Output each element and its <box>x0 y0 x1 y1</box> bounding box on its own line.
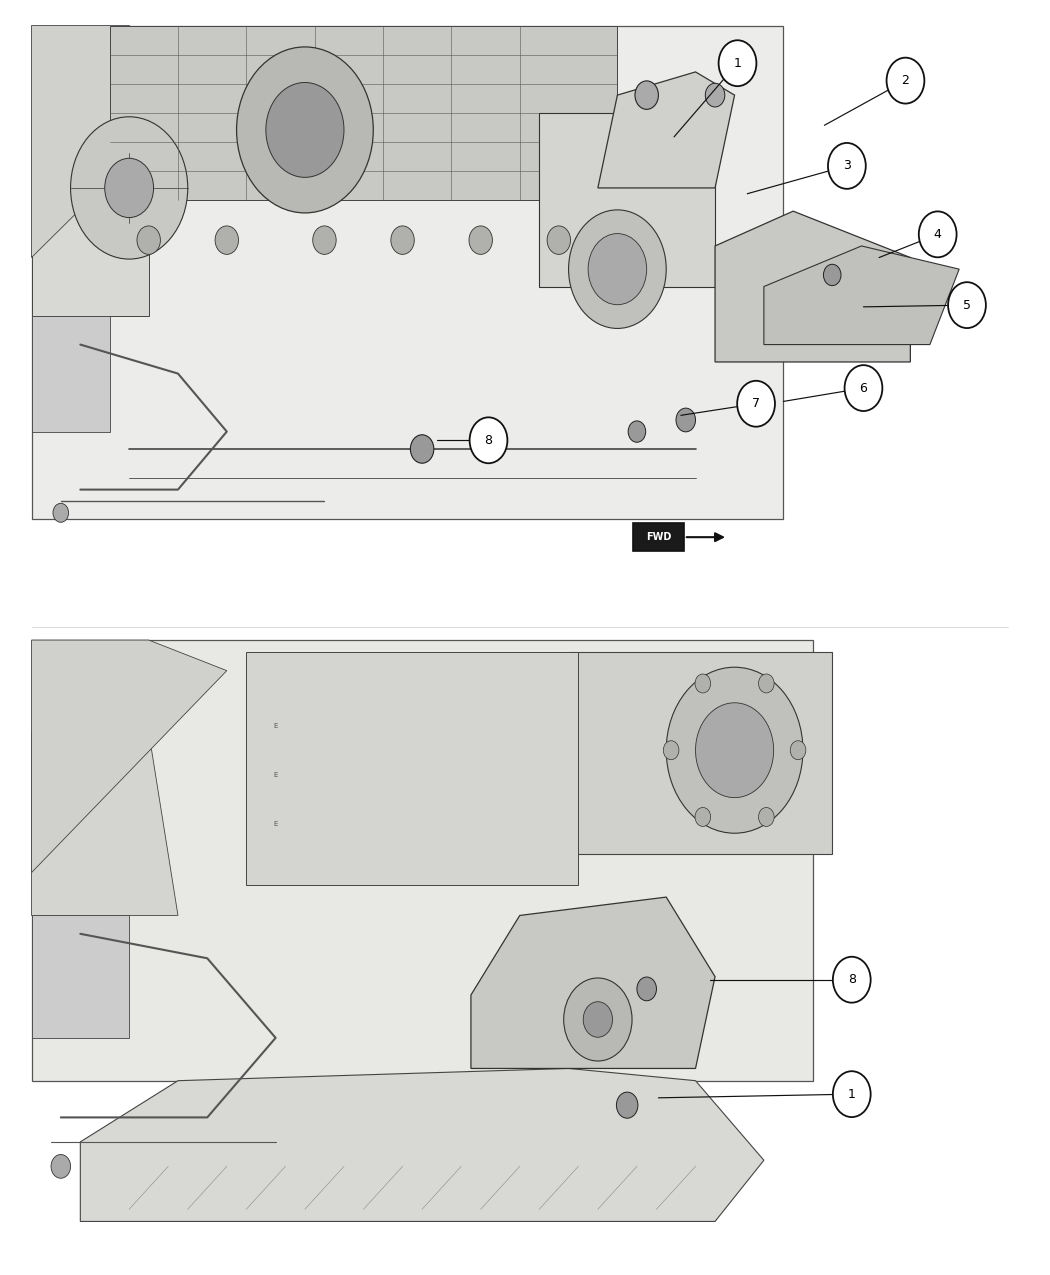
Bar <box>633 523 684 551</box>
Circle shape <box>676 408 695 432</box>
Circle shape <box>564 978 632 1061</box>
Text: 8: 8 <box>847 973 856 986</box>
Polygon shape <box>32 915 129 1038</box>
Circle shape <box>919 212 957 258</box>
Circle shape <box>758 807 774 826</box>
Text: 3: 3 <box>843 159 851 172</box>
Circle shape <box>313 226 336 255</box>
Polygon shape <box>540 112 715 287</box>
Polygon shape <box>109 26 617 199</box>
Circle shape <box>469 226 492 255</box>
Polygon shape <box>764 246 960 344</box>
Polygon shape <box>32 640 227 872</box>
Circle shape <box>695 674 711 692</box>
Circle shape <box>828 143 866 189</box>
Circle shape <box>588 233 647 305</box>
Circle shape <box>635 80 658 110</box>
Circle shape <box>628 421 646 442</box>
Circle shape <box>52 504 68 523</box>
Polygon shape <box>81 1068 764 1221</box>
Text: E: E <box>273 771 278 778</box>
Circle shape <box>886 57 924 103</box>
Polygon shape <box>247 653 579 885</box>
Text: 4: 4 <box>933 228 942 241</box>
Circle shape <box>136 226 161 255</box>
Circle shape <box>616 1093 638 1118</box>
Text: FWD: FWD <box>646 532 671 542</box>
Circle shape <box>791 741 805 760</box>
Polygon shape <box>569 653 833 854</box>
Polygon shape <box>597 71 735 187</box>
Circle shape <box>706 83 724 107</box>
Circle shape <box>547 226 570 255</box>
Circle shape <box>718 41 756 87</box>
Circle shape <box>664 741 679 760</box>
Text: 8: 8 <box>484 434 492 446</box>
Polygon shape <box>32 112 149 315</box>
Circle shape <box>823 264 841 286</box>
Circle shape <box>236 47 374 213</box>
Circle shape <box>833 1071 870 1117</box>
Polygon shape <box>32 640 813 1081</box>
Polygon shape <box>32 315 109 431</box>
Circle shape <box>637 977 656 1001</box>
Circle shape <box>695 807 711 826</box>
Text: 7: 7 <box>752 398 760 411</box>
Circle shape <box>844 365 882 411</box>
Circle shape <box>266 83 344 177</box>
Text: 1: 1 <box>847 1088 856 1100</box>
Circle shape <box>391 226 415 255</box>
Circle shape <box>411 435 434 463</box>
Circle shape <box>105 158 153 218</box>
Circle shape <box>948 282 986 328</box>
Circle shape <box>70 117 188 259</box>
Circle shape <box>666 667 803 834</box>
Polygon shape <box>32 26 207 258</box>
Circle shape <box>569 210 667 329</box>
Text: 1: 1 <box>734 56 741 70</box>
Circle shape <box>215 226 238 255</box>
Text: 2: 2 <box>902 74 909 87</box>
Text: E: E <box>273 821 278 826</box>
Polygon shape <box>32 732 178 915</box>
Circle shape <box>583 1002 612 1038</box>
Polygon shape <box>715 212 910 362</box>
Polygon shape <box>470 898 715 1068</box>
Circle shape <box>695 703 774 798</box>
Circle shape <box>469 417 507 463</box>
Circle shape <box>737 381 775 427</box>
Circle shape <box>51 1155 70 1178</box>
Polygon shape <box>32 26 783 519</box>
Text: 6: 6 <box>860 381 867 394</box>
Text: 5: 5 <box>963 298 971 311</box>
Text: E: E <box>273 723 278 729</box>
Circle shape <box>758 674 774 692</box>
Circle shape <box>833 956 870 1002</box>
